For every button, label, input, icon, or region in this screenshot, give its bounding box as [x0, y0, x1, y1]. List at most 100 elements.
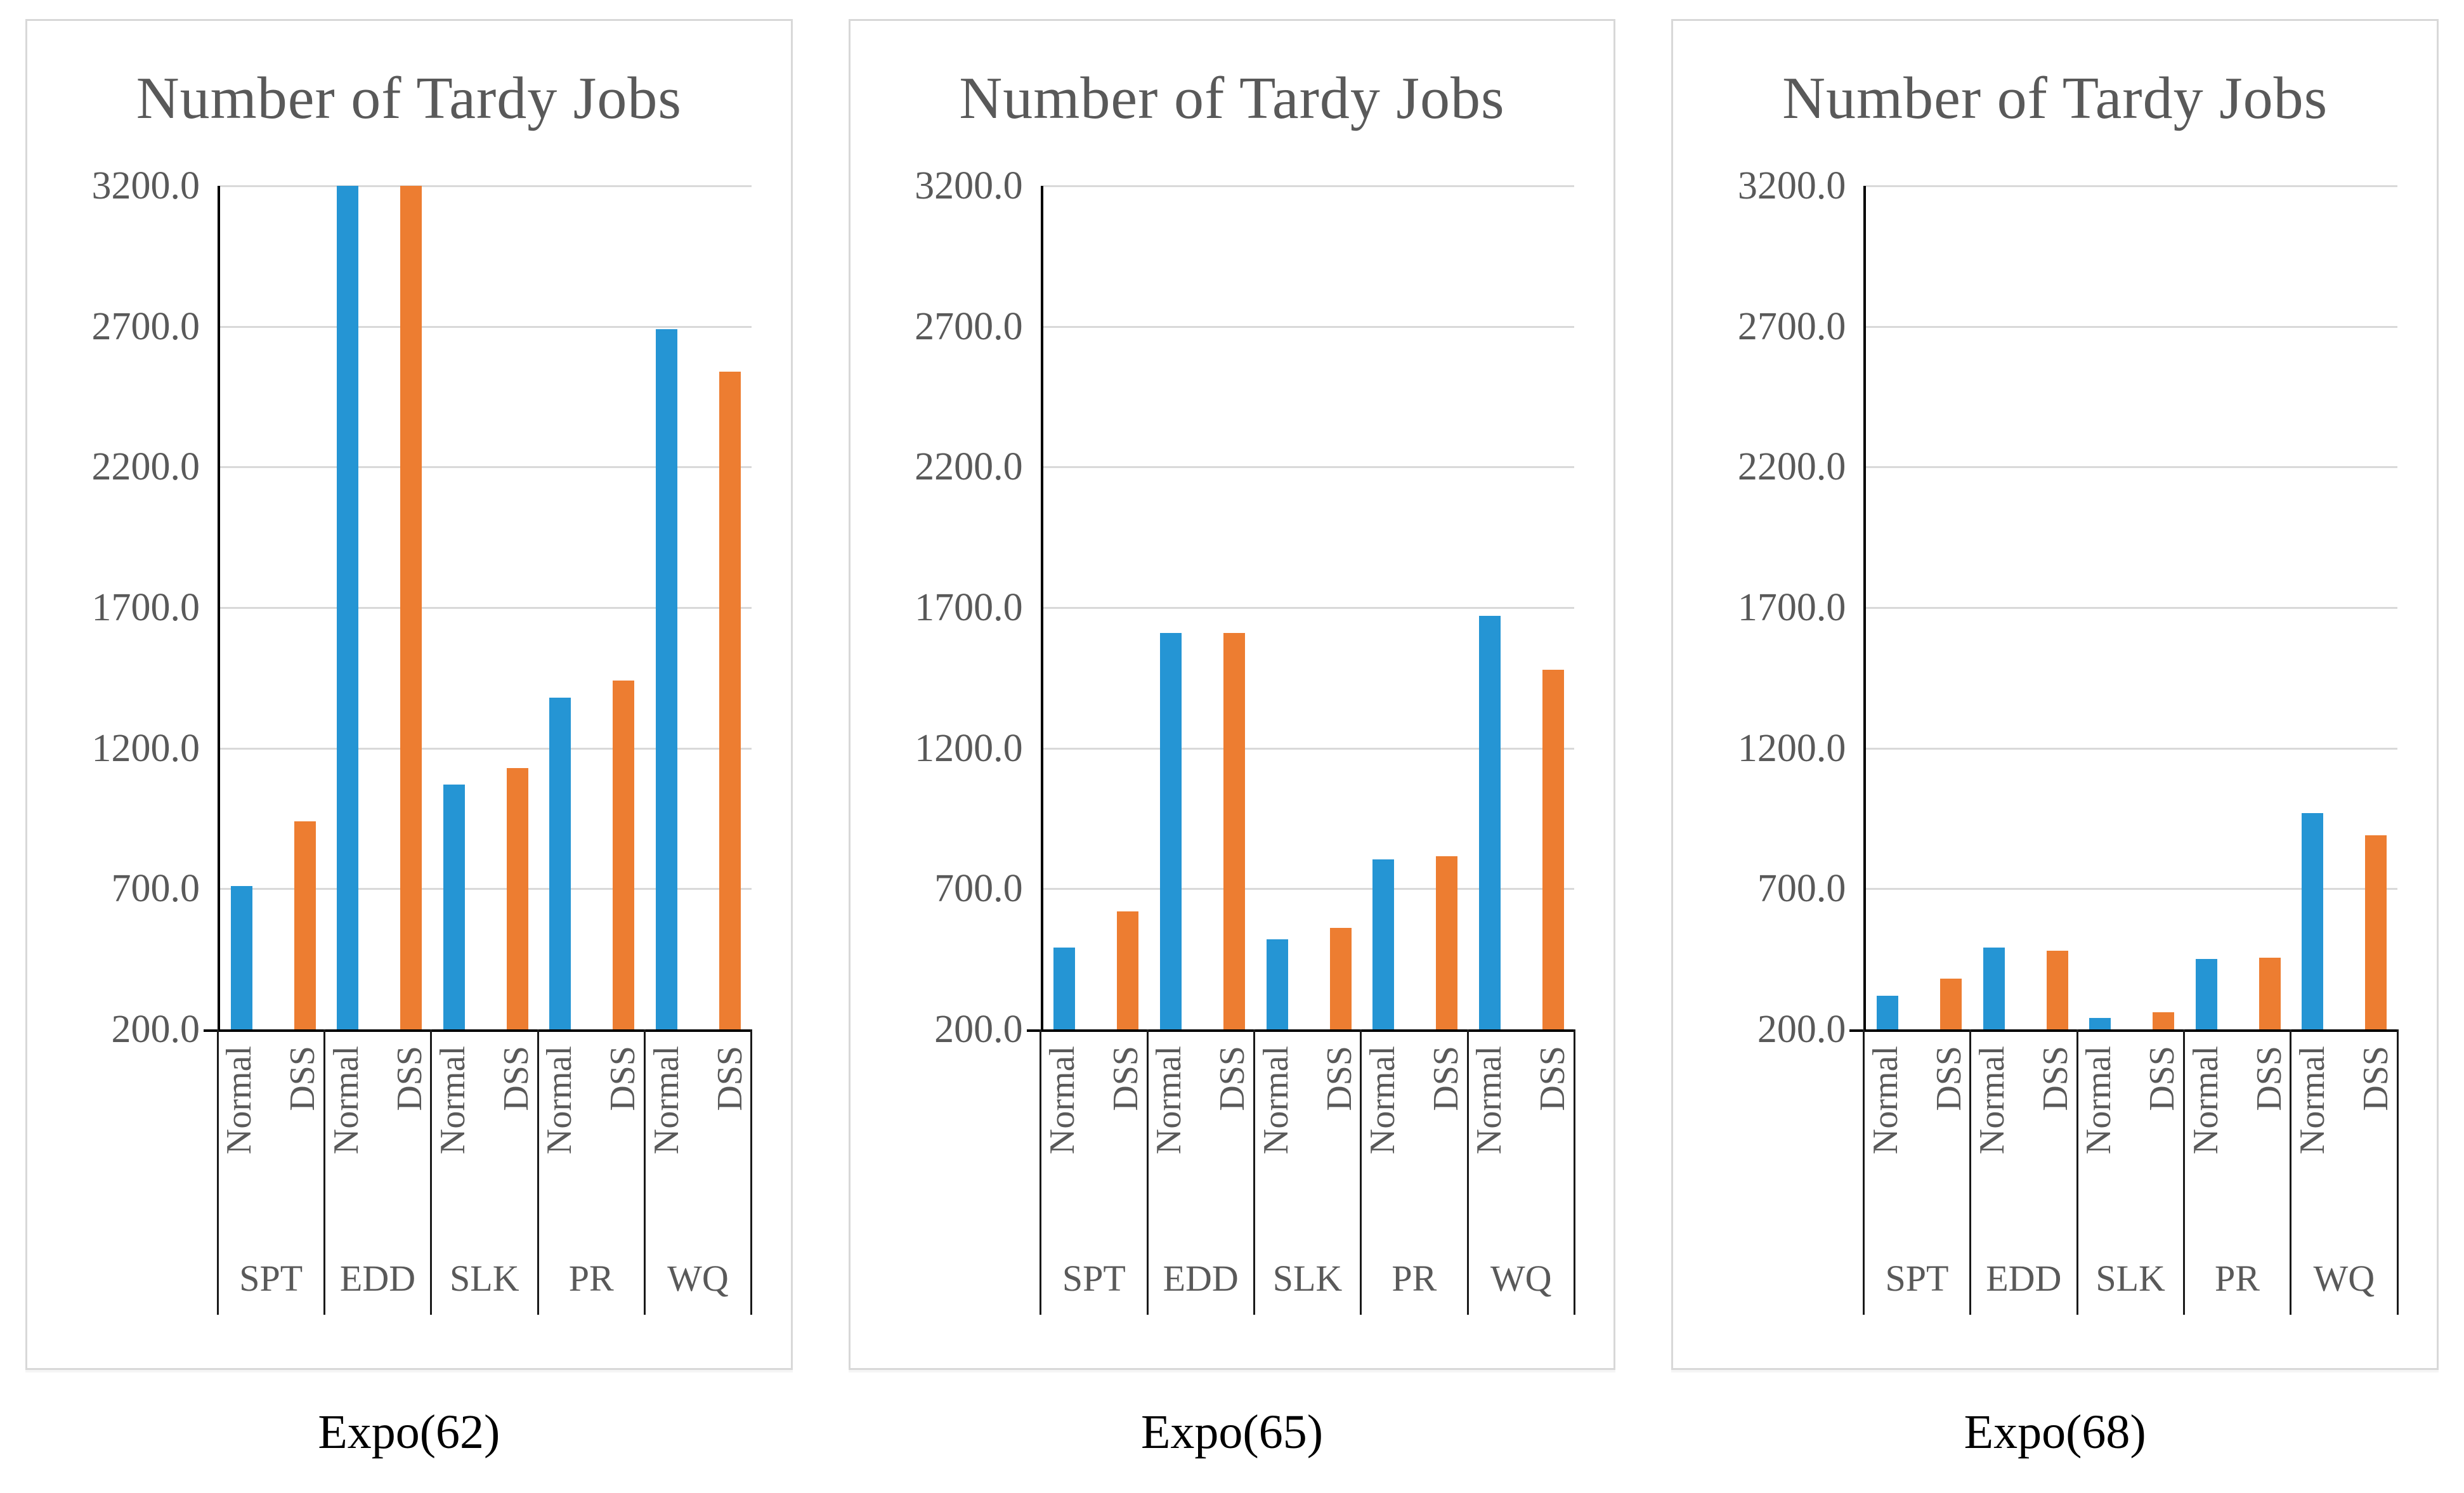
bar-normal	[2089, 1018, 2111, 1029]
grid-line	[1043, 325, 1575, 328]
grid-line	[1866, 185, 2398, 187]
bar-label-normal: Normal	[1865, 1046, 1905, 1155]
y-tick-label: 700.0	[934, 867, 1023, 911]
grid-line	[1866, 325, 2398, 328]
category-label: PR	[568, 1258, 614, 1299]
bar-label-dss: DSS	[389, 1046, 429, 1111]
bar-normal	[1877, 995, 1899, 1029]
category-axis: Normal DSS SPT Normal DSS EDD Normal DSS SLK Norm…	[1862, 1029, 2399, 1315]
category-label: PR	[1392, 1258, 1437, 1299]
y-tick-label: 200.0	[1757, 1008, 1846, 1051]
grid-line	[220, 747, 752, 750]
bar-label-normal: Normal	[326, 1046, 366, 1155]
category-label: EDD	[1986, 1258, 2062, 1299]
y-tick-label: 1700.0	[915, 586, 1023, 629]
category-divider	[537, 1029, 539, 1315]
bar-normal	[1266, 939, 1288, 1029]
bar-label-dss: DSS	[496, 1046, 536, 1111]
category-divider	[2076, 1029, 2078, 1315]
bar-normal	[655, 329, 677, 1029]
chart-panel: Number of Tardy Jobs 3200.0 2700.0 2200.0 1…	[1671, 19, 2439, 1370]
chart-title: Number of Tardy Jobs	[136, 65, 682, 131]
bar-label-normal: Normal	[1362, 1046, 1402, 1155]
category-label: PR	[2215, 1258, 2260, 1299]
bar-normal	[1159, 632, 1182, 1029]
category-label: SLK	[450, 1258, 519, 1299]
y-tick-label: 1700.0	[91, 586, 200, 629]
bar-group-pr	[2185, 186, 2291, 1029]
chart-caption: Expo(62)	[318, 1405, 500, 1459]
bar-normal	[230, 885, 252, 1029]
grid-line	[1043, 185, 1575, 187]
grid-line	[220, 466, 752, 469]
bar-normal	[2195, 959, 2217, 1029]
bar-label-dss: DSS	[710, 1046, 750, 1111]
category-divider	[2182, 1029, 2185, 1315]
bar-group-edd	[327, 186, 433, 1029]
bar-label-normal: Normal	[219, 1046, 259, 1155]
y-tick-label: 2700.0	[915, 304, 1023, 348]
bar-label-normal: Normal	[1149, 1046, 1189, 1155]
bar-dss	[719, 371, 741, 1029]
bar-normal	[1983, 948, 2005, 1029]
category-axis: Normal DSS SPT Normal DSS EDD Normal DSS SLK Norm…	[216, 1029, 753, 1315]
y-tick-label: 1200.0	[915, 726, 1023, 770]
chart-panel: Number of Tardy Jobs 3200.0 2700.0 2200.0 1…	[848, 19, 1616, 1370]
bar-dss	[1940, 979, 1962, 1029]
category-divider	[1466, 1029, 1469, 1315]
y-axis-ticks: 3200.0 2700.0 2200.0 1700.0 1200.0 700.0 200.0	[1673, 164, 1863, 1051]
bar-group-pr	[539, 186, 646, 1029]
grid-line	[1866, 466, 2398, 469]
grid-line	[1043, 747, 1575, 750]
bar-label-dss: DSS	[2249, 1046, 2289, 1111]
bar-label-normal: Normal	[433, 1046, 473, 1155]
axis-tick	[1849, 1029, 1867, 1032]
chart-panel: Number of Tardy Jobs 3200.0 2700.0 2200.0 1…	[25, 19, 793, 1370]
y-tick-label: 2200.0	[91, 445, 200, 489]
category-label: WQ	[2313, 1258, 2375, 1299]
bar-label-normal: Normal	[2079, 1046, 2119, 1155]
category-divider	[1862, 1029, 1865, 1315]
bar-label-dss: DSS	[1319, 1046, 1359, 1111]
grid-line	[220, 607, 752, 609]
y-tick-label: 1700.0	[1737, 586, 1846, 629]
y-tick-label: 1200.0	[1737, 726, 1846, 770]
y-tick-label: 2200.0	[915, 445, 1023, 489]
bar-label-normal: Normal	[1042, 1046, 1082, 1155]
y-tick-label: 2200.0	[1737, 445, 1846, 489]
grid-line	[220, 325, 752, 328]
bar-label-dss: DSS	[1533, 1046, 1573, 1111]
y-tick-label: 200.0	[934, 1008, 1023, 1051]
bar-label-normal: Normal	[2186, 1046, 2226, 1155]
bar-label-dss: DSS	[2142, 1046, 2182, 1111]
category-label: WQ	[1490, 1258, 1552, 1299]
category-divider	[430, 1029, 433, 1315]
y-tick-label: 2700.0	[91, 304, 200, 348]
y-tick-label: 700.0	[1757, 867, 1846, 911]
bar-label-dss: DSS	[603, 1046, 643, 1111]
bar-group-spt	[1043, 186, 1150, 1029]
category-axis: Normal DSS SPT Normal DSS EDD Normal DSS SLK Norm…	[1040, 1029, 1575, 1315]
bar-group-slk	[1256, 186, 1362, 1029]
bar-dss	[400, 186, 422, 1029]
category-divider	[750, 1029, 753, 1315]
y-tick-label: 3200.0	[1737, 164, 1846, 207]
bar-group-wq	[1468, 186, 1575, 1029]
plot-grid	[204, 185, 752, 1032]
bar-group-spt	[220, 186, 327, 1029]
bar-group-pr	[1362, 186, 1468, 1029]
axis-tick	[204, 1029, 220, 1032]
category-label: SLK	[2096, 1258, 2165, 1299]
y-axis-ticks: 3200.0 2700.0 2200.0 1700.0 1200.0 700.0 200.0	[27, 164, 218, 1051]
chart-figure-expo62: Number of Tardy Jobs 3200.0 2700.0 2200.0 1…	[25, 19, 793, 1460]
bar-group-wq	[645, 186, 752, 1029]
chart-caption: Expo(65)	[1140, 1405, 1324, 1459]
bar-label-dss: DSS	[1426, 1046, 1466, 1111]
bar-group-slk	[433, 186, 539, 1029]
grid-line	[1866, 888, 2398, 890]
bar-dss	[1436, 856, 1458, 1029]
plot-area: 3200.0 2700.0 2200.0 1700.0 1200.0 700.0 200.0	[27, 164, 752, 1051]
bar-dss	[1542, 669, 1564, 1029]
bar-normal	[1053, 948, 1076, 1029]
chart-title: Number of Tardy Jobs	[959, 65, 1505, 131]
